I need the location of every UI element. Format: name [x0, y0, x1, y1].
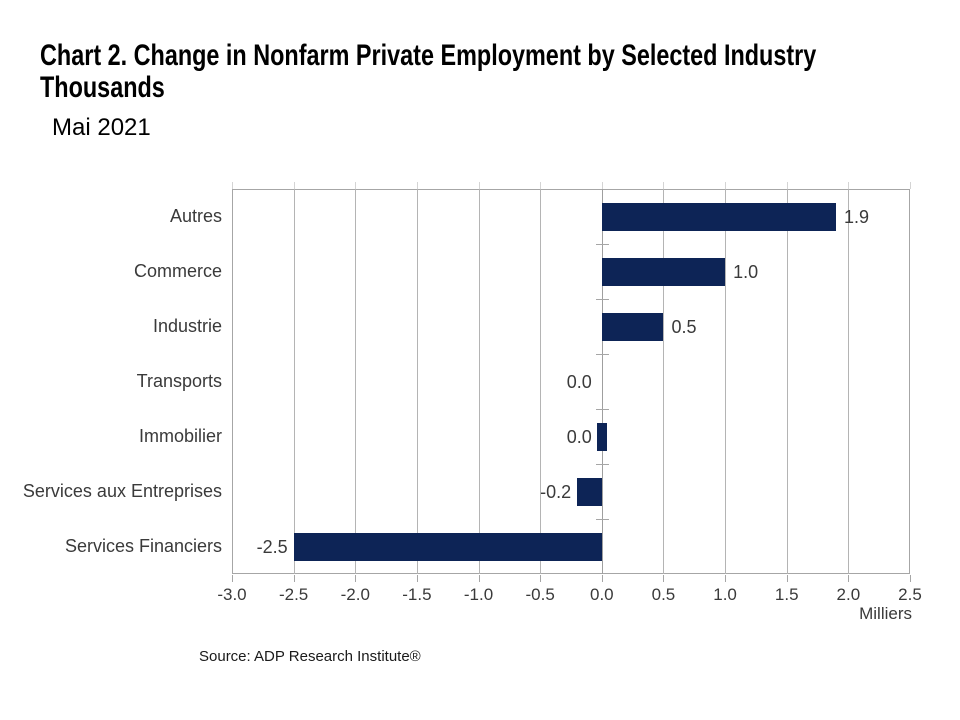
- source-note: Source: ADP Research Institute®: [199, 648, 421, 665]
- gridline: [293, 189, 295, 574]
- x-axis-tick: [540, 575, 542, 582]
- value-label: -0.2: [540, 482, 572, 502]
- x-tick-label: 2.5: [898, 585, 922, 604]
- gridline: [663, 189, 665, 574]
- top-tick: [663, 182, 665, 189]
- x-axis-tick: [786, 575, 788, 582]
- x-tick-label: 0.5: [651, 585, 676, 604]
- x-tick-label: -1.0: [463, 585, 494, 604]
- category-axis-tick: [595, 299, 609, 300]
- category-label: Services aux Entreprises: [22, 481, 222, 501]
- category-axis-tick: [595, 519, 609, 520]
- chart-title-line2: Thousands: [40, 71, 165, 104]
- x-tick-label: -2.0: [340, 585, 370, 604]
- category-label: Transports: [136, 371, 222, 391]
- top-tick: [293, 182, 295, 189]
- top-tick: [540, 182, 542, 189]
- x-axis-tick: [910, 575, 911, 582]
- value-label: 0.5: [671, 317, 697, 337]
- value-label: 1.9: [844, 207, 870, 227]
- x-axis-tick: [601, 575, 603, 582]
- x-tick-label: 0.0: [589, 585, 614, 604]
- top-tick: [416, 182, 418, 189]
- chart-title-line1: Chart 2. Change in Nonfarm Private Emplo…: [40, 39, 817, 72]
- x-tick-label: -1.5: [402, 585, 432, 604]
- gridline: [355, 189, 357, 574]
- category-label: Industrie: [152, 316, 222, 336]
- zero-axis-line: [601, 189, 603, 574]
- bar: [577, 478, 602, 506]
- x-tick-label: 1.5: [774, 585, 799, 604]
- top-tick: [848, 182, 850, 189]
- x-tick-label: -0.5: [525, 585, 555, 604]
- x-axis-tick: [232, 575, 233, 582]
- gridline: [786, 189, 788, 574]
- category-label: Immobilier: [138, 426, 222, 446]
- top-tick: [355, 182, 357, 189]
- category-label: Commerce: [133, 261, 222, 281]
- gridline: [416, 189, 418, 574]
- chart-subtitle: Mai 2021: [52, 114, 151, 141]
- x-axis-tick: [478, 575, 480, 582]
- x-tick-label: -3.0: [217, 585, 247, 604]
- value-label: 0.0: [566, 372, 592, 392]
- x-axis-title: Milliers: [859, 604, 912, 623]
- plot-area: [232, 189, 910, 574]
- top-tick: [601, 182, 603, 189]
- x-axis-tick: [725, 575, 727, 582]
- bar: [601, 258, 726, 286]
- x-axis-tick: [663, 575, 665, 582]
- top-tick: [786, 182, 788, 189]
- category-label: Services Financiers: [64, 536, 222, 556]
- x-axis-tick: [355, 575, 357, 582]
- bar: [293, 533, 602, 561]
- gridline: [540, 189, 542, 574]
- top-tick: [232, 182, 233, 189]
- value-label: 1.0: [733, 262, 759, 282]
- x-axis-tick: [416, 575, 418, 582]
- top-tick: [910, 182, 911, 189]
- x-tick-label: 1.0: [713, 585, 737, 604]
- gridline: [848, 189, 850, 574]
- category-axis-tick: [595, 244, 609, 245]
- chart-title: Chart 2. Change in Nonfarm Private Emplo…: [40, 40, 816, 104]
- category-label: Autres: [169, 206, 222, 226]
- category-axis-tick: [595, 464, 609, 465]
- top-tick: [478, 182, 480, 189]
- category-axis-tick: [595, 409, 609, 410]
- bar: [596, 423, 607, 451]
- x-tick-label: 2.0: [836, 585, 861, 604]
- x-axis-tick: [848, 575, 850, 582]
- x-axis-tick: [293, 575, 295, 582]
- bar: [601, 313, 664, 341]
- category-axis-tick: [595, 354, 609, 355]
- top-tick: [725, 182, 727, 189]
- gridline: [725, 189, 727, 574]
- x-tick-label: -2.5: [278, 585, 309, 604]
- bar: [601, 203, 837, 231]
- value-label: -2.5: [256, 537, 288, 557]
- gridline: [478, 189, 480, 574]
- value-label: 0.0: [566, 427, 592, 447]
